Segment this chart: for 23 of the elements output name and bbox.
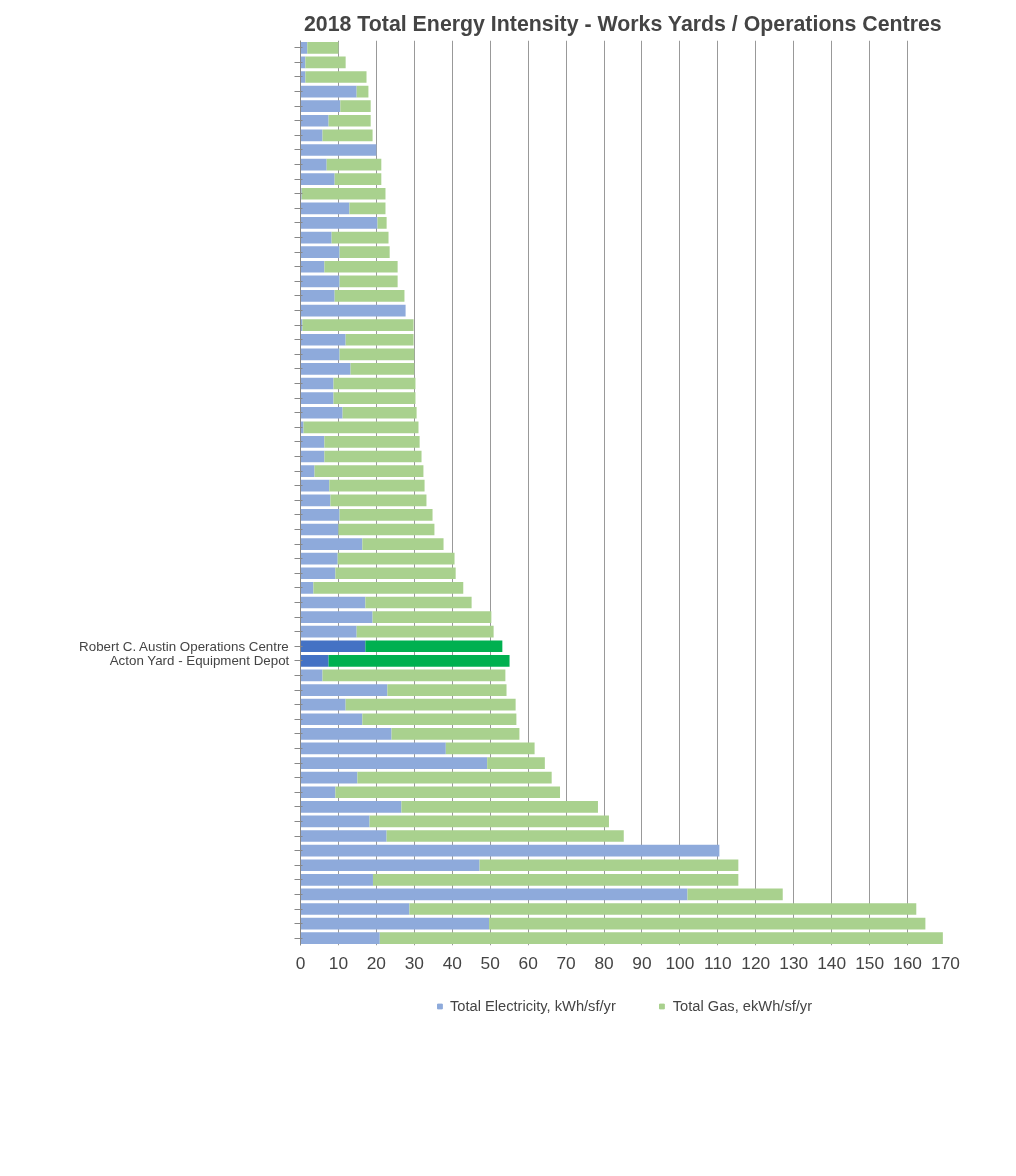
x-tick-label: 170 [931, 952, 960, 973]
x-tick-label: 0 [295, 952, 306, 973]
x-tick-label: 130 [779, 952, 809, 973]
x-tick-label: 100 [665, 952, 695, 973]
x-tick-label: 110 [704, 952, 732, 973]
chart-title: 2018 Total Energy Intensity - Works Yards / Operations Centres [303, 11, 942, 36]
legend-label: Total Electricity, kWh/sf/yr [449, 998, 616, 1014]
y-tick-label: Acton Yard - Equipment Depot [109, 653, 290, 669]
y-tick-label: Robert C. Austin Operations Centre [79, 638, 289, 654]
x-tick-label: 10 [328, 952, 349, 973]
legend-label: Total Gas, ekWh/sf/yr [672, 998, 813, 1014]
x-tick-label: 160 [893, 952, 923, 973]
x-tick-label: 40 [442, 952, 462, 973]
x-tick-label: 20 [366, 952, 387, 973]
x-tick-label: 50 [480, 952, 500, 973]
x-tick-label: 80 [594, 952, 614, 973]
x-tick-label: 60 [518, 952, 538, 973]
x-tick-label: 30 [404, 952, 424, 973]
x-tick-label: 140 [817, 952, 847, 973]
x-tick-label: 90 [632, 952, 652, 973]
x-tick-label: 120 [741, 952, 771, 973]
x-tick-label: 70 [556, 952, 576, 973]
x-tick-label: 150 [855, 952, 885, 973]
